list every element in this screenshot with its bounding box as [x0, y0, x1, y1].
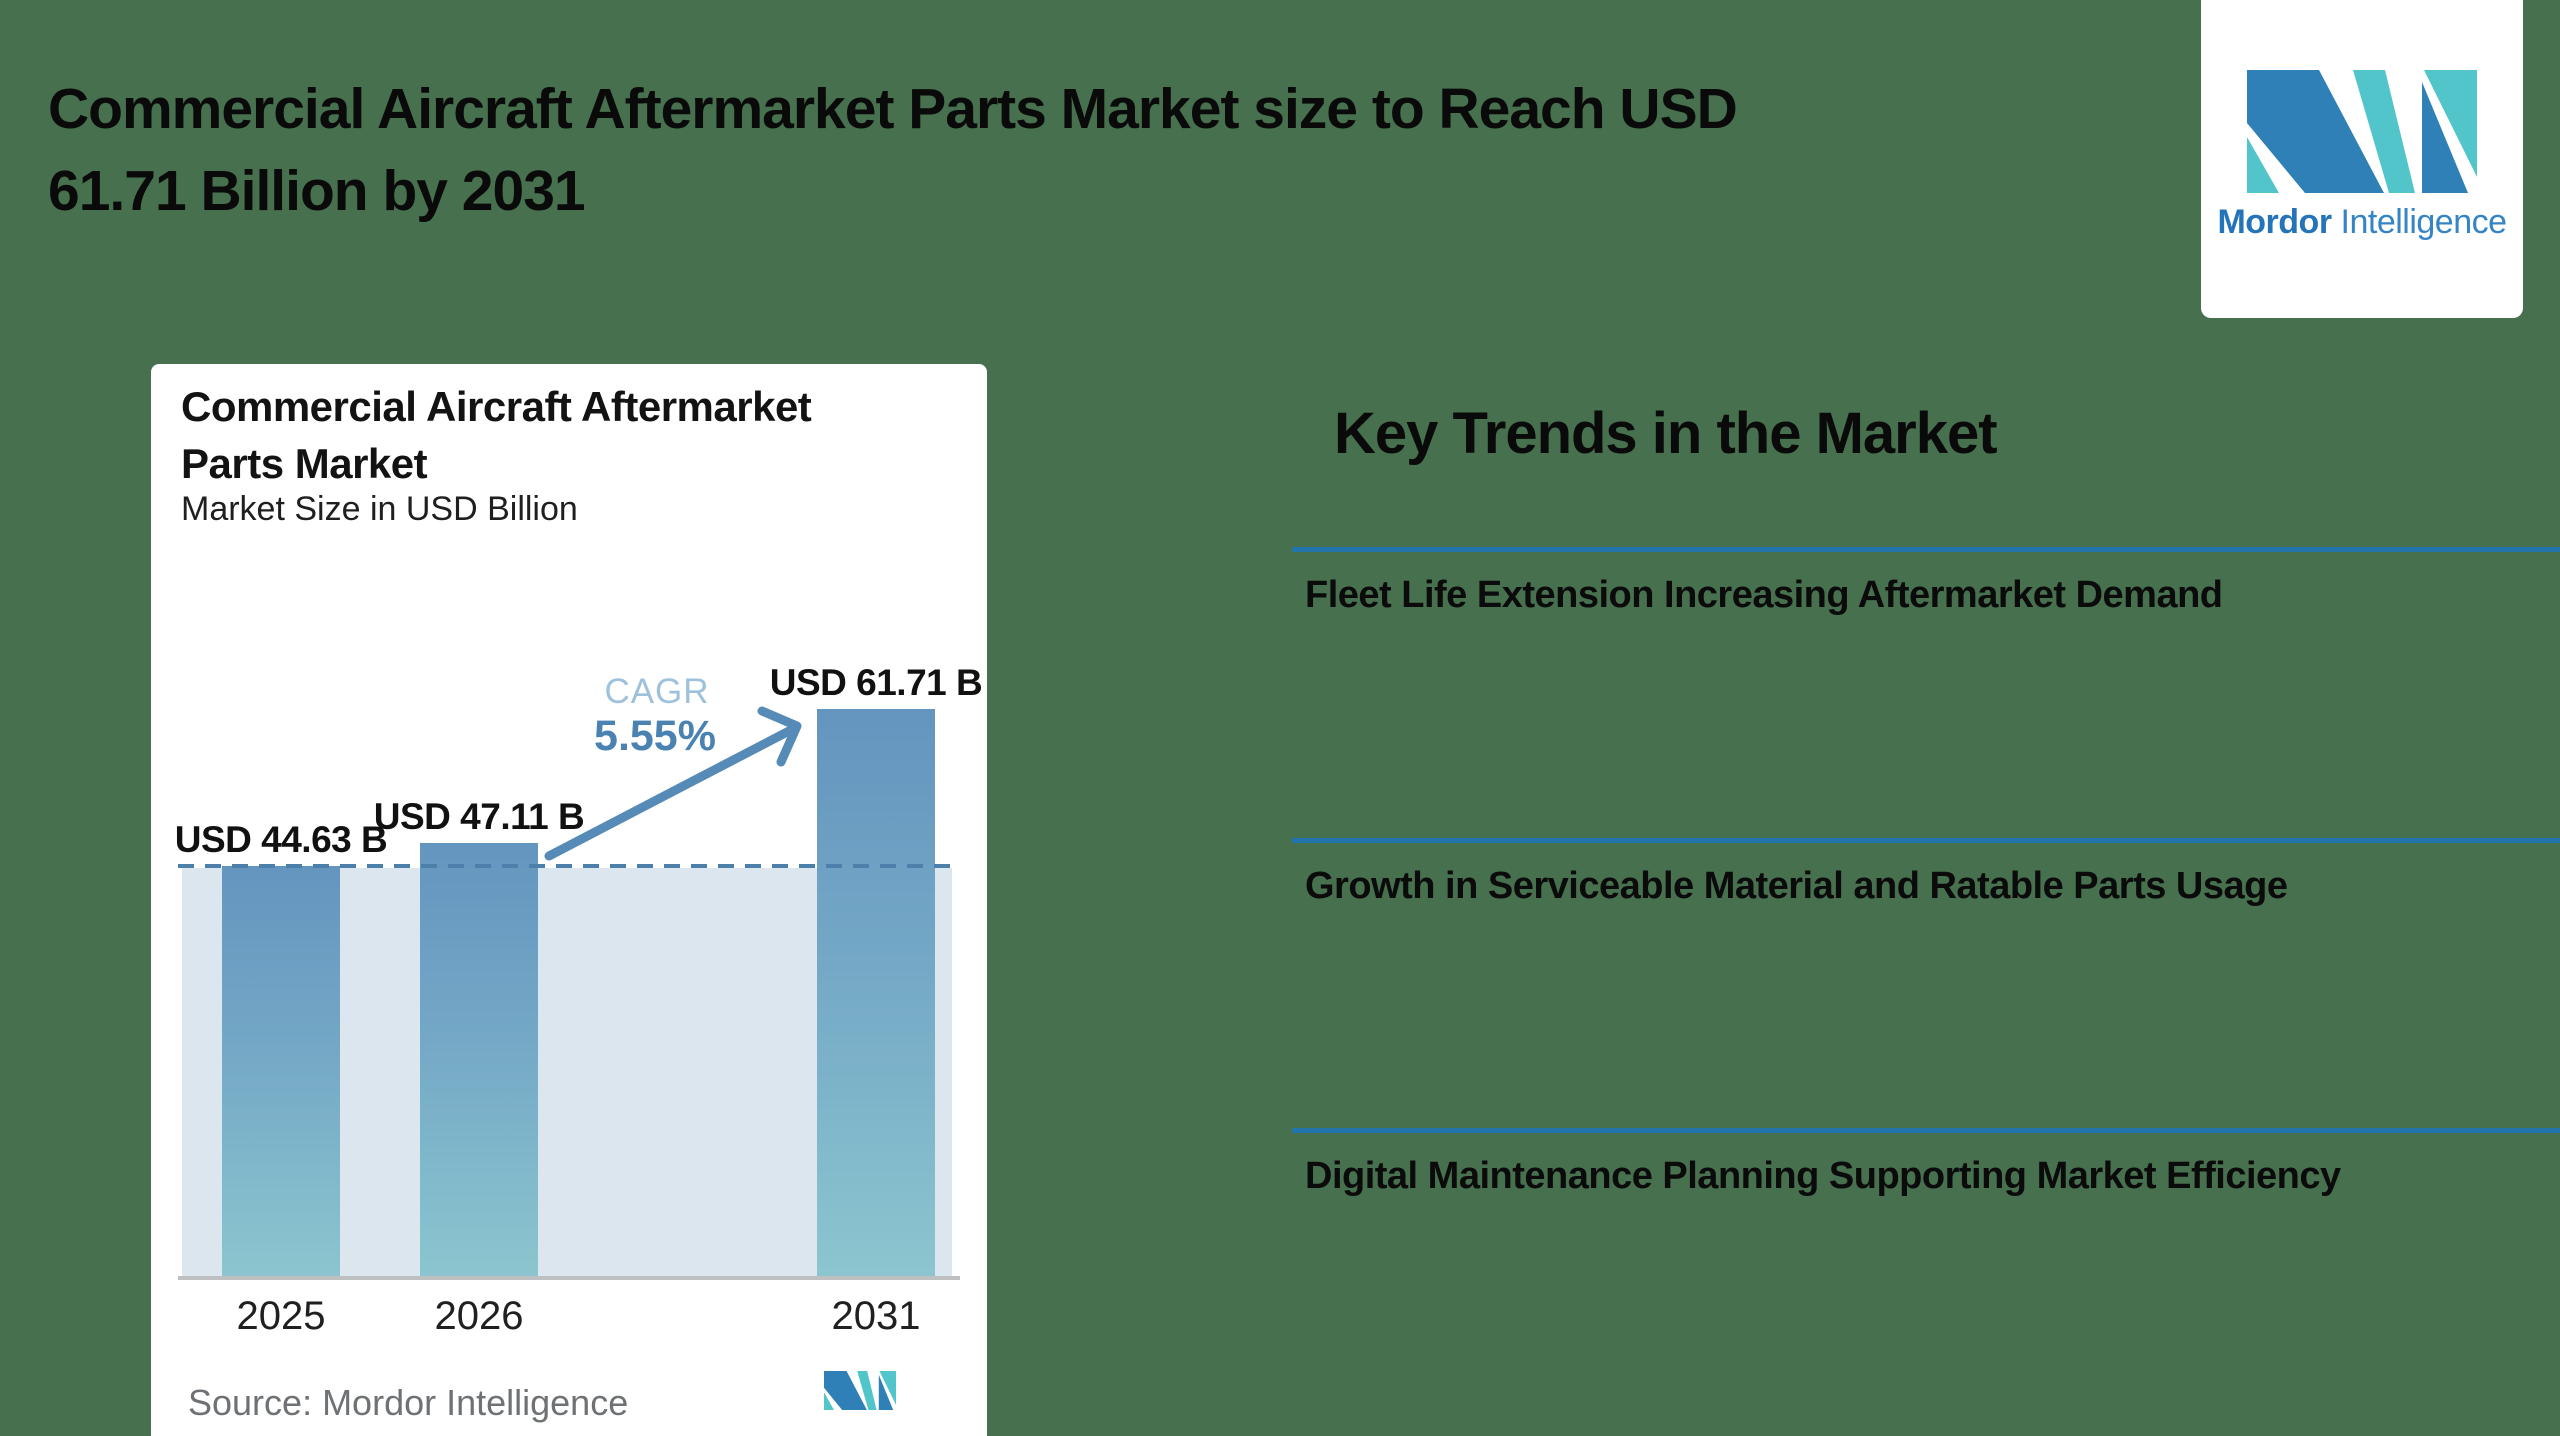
brand-logo-card: Mordor Intelligence	[2201, 0, 2523, 318]
trend-row: Growth in Serviceable Material and Ratab…	[1292, 838, 2560, 908]
trend-row: Digital Maintenance Planning Supporting …	[1292, 1128, 2560, 1198]
chart-x-axis-line	[178, 1276, 960, 1280]
mordor-intelligence-logo-icon	[2247, 70, 2477, 193]
chart-title-line2: Parts Market	[181, 440, 428, 487]
key-trends-heading: Key Trends in the Market	[1334, 401, 1998, 466]
brand-wordmark: Mordor Intelligence	[2201, 203, 2523, 242]
bar-value-label: USD 47.11 B	[373, 796, 585, 837]
page-title: Commercial Aircraft Aftermarket Parts Ma…	[48, 68, 2148, 232]
cagr-label: CAGR	[604, 672, 710, 711]
trend-divider-rule	[1292, 1128, 2560, 1133]
x-axis-tick-label: 2031	[831, 1294, 921, 1338]
mordor-intelligence-mini-logo-icon	[824, 1371, 896, 1410]
cagr-value: 5.55%	[594, 712, 716, 760]
bar-value-label: USD 44.63 B	[174, 819, 388, 860]
trend-item-label: Growth in Serviceable Material and Ratab…	[1305, 865, 2288, 907]
brand-wordmark-bold: Mordor	[2217, 203, 2332, 241]
bar-2031	[817, 709, 935, 1276]
trend-divider-rule	[1292, 838, 2560, 843]
trend-item-label: Fleet Life Extension Increasing Aftermar…	[1305, 574, 2223, 616]
trend-divider-rule	[1292, 547, 2560, 552]
trend-item-label: Digital Maintenance Planning Supporting …	[1305, 1155, 2341, 1197]
chart-source-note: Source: Mordor Intelligence	[188, 1382, 629, 1423]
chart-title: Commercial Aircraft Aftermarket Parts Ma…	[181, 378, 941, 492]
bar-2025	[222, 866, 340, 1276]
trend-row: Fleet Life Extension Increasing Aftermar…	[1292, 547, 2560, 617]
brand-wordmark-regular: Intelligence	[2340, 203, 2508, 241]
bar-value-label: USD 61.71 B	[769, 662, 983, 703]
page-title-line2: 61.71 Billion by 2031	[48, 159, 586, 223]
x-axis-tick-label: 2026	[434, 1294, 524, 1338]
bar-2026	[420, 843, 538, 1276]
page-title-line1: Commercial Aircraft Aftermarket Parts Ma…	[48, 77, 1738, 141]
x-axis-tick-label: 2025	[236, 1294, 326, 1338]
chart-title-line1: Commercial Aircraft Aftermarket	[181, 383, 812, 430]
chart-subtitle: Market Size in USD Billion	[181, 490, 578, 528]
chart-reference-dashed-line	[178, 864, 957, 868]
